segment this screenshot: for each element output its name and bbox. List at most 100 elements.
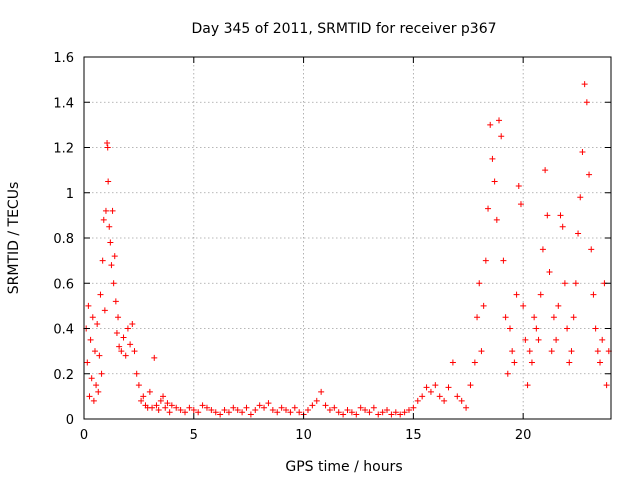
- data-point: [392, 409, 399, 416]
- data-point: [208, 406, 215, 413]
- data-point: [366, 409, 373, 416]
- data-point: [104, 144, 111, 151]
- data-point: [509, 348, 516, 355]
- data-point: [449, 359, 456, 366]
- data-point: [129, 320, 136, 327]
- data-point: [419, 393, 426, 400]
- data-point: [362, 406, 369, 413]
- data-point: [173, 404, 180, 411]
- data-point: [463, 404, 470, 411]
- data-point: [498, 133, 505, 140]
- data-point: [140, 393, 147, 400]
- data-point: [436, 393, 443, 400]
- data-point: [544, 212, 551, 219]
- data-point: [274, 409, 281, 416]
- x-axis-tick-labels: 0 5 10 15 20: [80, 428, 532, 443]
- data-point: [243, 404, 250, 411]
- data-point: [94, 320, 101, 327]
- data-point: [177, 406, 184, 413]
- data-point: [120, 334, 127, 341]
- data-point: [557, 212, 564, 219]
- y-tick-label: 0.8: [53, 232, 74, 247]
- data-point: [504, 370, 511, 377]
- data-point: [579, 149, 586, 156]
- data-point: [296, 409, 303, 416]
- data-point: [217, 411, 224, 418]
- data-point: [340, 411, 347, 418]
- data-point: [502, 314, 509, 321]
- data-point: [221, 406, 228, 413]
- data-point: [322, 402, 329, 409]
- data-point: [108, 262, 115, 269]
- data-point: [423, 384, 430, 391]
- data-point: [225, 409, 232, 416]
- data-point: [559, 223, 566, 230]
- data-point: [116, 343, 123, 350]
- data-point: [110, 280, 117, 287]
- data-point: [234, 406, 241, 413]
- data-point: [410, 404, 417, 411]
- y-tick-label: 1.2: [53, 142, 74, 157]
- data-point: [91, 348, 98, 355]
- data-point: [326, 406, 333, 413]
- data-point: [111, 253, 118, 260]
- data-point: [474, 314, 481, 321]
- data-point: [153, 402, 160, 409]
- data-point: [96, 352, 103, 359]
- data-point: [86, 393, 93, 400]
- data-point: [107, 239, 114, 246]
- data-point: [441, 397, 448, 404]
- data-point: [478, 348, 485, 355]
- data-point: [122, 352, 129, 359]
- data-point: [283, 406, 290, 413]
- data-point: [118, 348, 125, 355]
- data-point: [160, 393, 167, 400]
- data-point: [256, 402, 263, 409]
- data-point: [138, 397, 145, 404]
- data-point: [564, 325, 571, 332]
- data-point: [105, 178, 112, 185]
- data-point: [287, 409, 294, 416]
- data-point: [133, 370, 140, 377]
- data-points: [83, 81, 612, 418]
- data-point: [520, 302, 527, 309]
- data-point: [476, 280, 483, 287]
- data-point: [555, 302, 562, 309]
- data-point: [583, 99, 590, 106]
- data-point: [115, 314, 122, 321]
- data-point: [100, 216, 107, 223]
- data-point: [526, 348, 533, 355]
- data-point: [542, 167, 549, 174]
- data-point: [212, 409, 219, 416]
- data-point: [331, 404, 338, 411]
- y-axis-tick-labels: 0 0.2 0.4 0.6 0.8 1 1.2 1.4 1.6: [53, 51, 74, 428]
- data-point: [98, 370, 105, 377]
- y-tick-label: 0.4: [53, 323, 74, 338]
- data-point: [109, 207, 116, 214]
- data-point: [572, 280, 579, 287]
- data-point: [182, 409, 189, 416]
- data-point: [592, 325, 599, 332]
- data-point: [480, 302, 487, 309]
- data-point: [588, 246, 595, 253]
- data-point: [106, 223, 113, 230]
- data-point: [166, 409, 173, 416]
- data-point: [445, 384, 452, 391]
- data-point: [370, 404, 377, 411]
- data-point: [309, 402, 316, 409]
- data-point: [95, 388, 102, 395]
- data-point: [485, 205, 492, 212]
- data-point: [575, 230, 582, 237]
- data-point: [88, 375, 95, 382]
- x-tick-label: 5: [190, 428, 198, 443]
- data-point: [335, 409, 342, 416]
- data-point: [199, 402, 206, 409]
- data-point: [487, 121, 494, 128]
- data-point: [568, 348, 575, 355]
- data-point: [405, 406, 412, 413]
- data-point: [522, 336, 529, 343]
- data-point: [528, 359, 535, 366]
- data-point: [127, 341, 134, 348]
- data-point: [87, 336, 94, 343]
- data-point: [375, 411, 382, 418]
